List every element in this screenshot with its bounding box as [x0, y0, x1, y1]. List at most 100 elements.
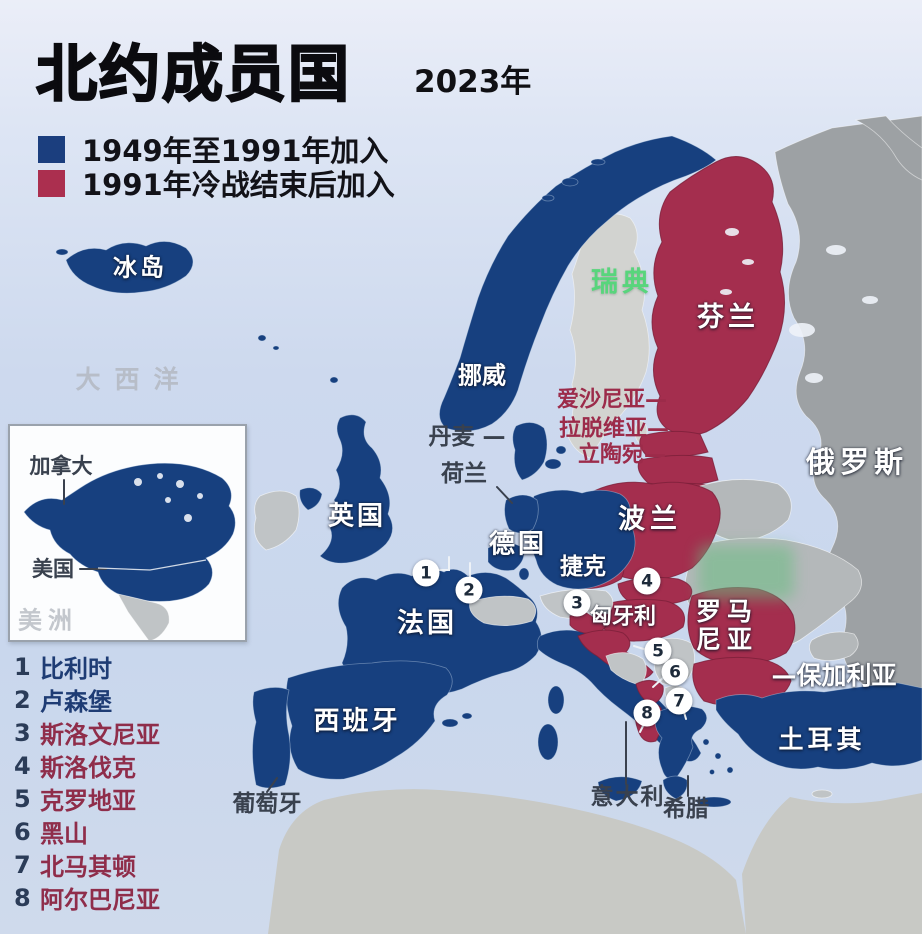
list-name: 克罗地亚 [40, 787, 136, 815]
label-poland: 波兰 [618, 503, 682, 535]
marker-7-north-macedonia: 7 [665, 687, 693, 715]
region-mexico [117, 593, 170, 642]
label-italy: 意大利 [590, 783, 666, 810]
list-num: 2 [14, 685, 31, 714]
label-estonia: 爱沙尼亚— [556, 387, 668, 413]
north-america-map [23, 462, 236, 642]
list-item-croatia: 5 克罗地亚 [14, 782, 160, 816]
marker-6-montenegro: 6 [661, 658, 689, 686]
list-item-slovakia: 4 斯洛伐克 [14, 749, 160, 783]
label-iceland: 冰岛 [113, 253, 167, 282]
list-name: 卢森堡 [40, 688, 112, 716]
region-north-africa [268, 789, 746, 934]
region-sardinia [537, 723, 559, 761]
country-greece [654, 705, 708, 780]
north-america-inset: 加拿大 美国 美洲 [8, 424, 247, 642]
list-name: 阿尔巴尼亚 [40, 886, 160, 914]
country-bosnia [605, 652, 647, 686]
label-uk: 英国 [327, 501, 387, 532]
marker-4-slovakia: 4 [633, 567, 661, 595]
label-latvia: 拉脱维亚— [558, 416, 670, 442]
label-russia: 俄罗斯 [805, 444, 909, 479]
list-name: 黑山 [40, 820, 88, 848]
label-norway: 挪威 [458, 361, 506, 390]
country-switzerland [469, 595, 537, 626]
region-cyprus [811, 789, 833, 799]
list-num: 7 [14, 850, 31, 879]
label-germany: 德国 [488, 529, 548, 560]
country-germany [530, 489, 636, 590]
country-uk [319, 414, 393, 564]
label-netherlands: 荷兰 [441, 460, 487, 487]
legend-swatch-red [38, 169, 65, 197]
label-romania-line2: 尼亚 [695, 624, 759, 654]
list-num: 3 [14, 718, 31, 747]
country-portugal [252, 687, 291, 789]
country-belgium [487, 542, 525, 572]
list-item-slovenia: 3 斯洛文尼亚 [14, 716, 160, 750]
label-hungary: 匈牙利 [589, 604, 657, 630]
legend-label-1949: 1949年至1991年加入 [82, 134, 389, 168]
list-item-montenegro: 6 黑山 [14, 815, 160, 849]
region-crete [696, 796, 732, 808]
label-greece: 希腊 [663, 795, 709, 822]
list-item-luxembourg: 2 卢森堡 [14, 683, 160, 717]
label-atlantic-ocean: 大西洋 [75, 364, 193, 394]
list-name: 北马其顿 [40, 853, 136, 881]
region-middle-east [742, 793, 922, 934]
legend-label-1991: 1991年冷战结束后加入 [82, 168, 395, 202]
page-title: 北约成员国 [35, 38, 352, 111]
list-name: 比利时 [40, 655, 112, 683]
region-northern-ireland [299, 487, 323, 511]
country-netherlands [504, 494, 539, 534]
marker-8-albania: 8 [633, 699, 661, 727]
region-sicily [597, 776, 643, 802]
list-num: 8 [14, 883, 31, 912]
list-item-north-macedonia: 7 北马其顿 [14, 848, 160, 882]
list-name: 斯洛伐克 [40, 754, 136, 782]
list-num: 5 [14, 784, 31, 813]
blurred-green-label [698, 545, 794, 599]
label-czech: 捷克 [560, 553, 606, 580]
country-spain [285, 660, 453, 780]
label-finland: 芬兰 [697, 301, 759, 333]
list-name: 斯洛文尼亚 [40, 721, 160, 749]
country-denmark [512, 422, 548, 481]
legend-swatch-blue [38, 135, 65, 163]
country-ireland [253, 490, 300, 551]
label-sweden: 瑞典 [591, 266, 653, 298]
country-luxembourg [518, 567, 530, 581]
marker-3-slovenia: 3 [563, 589, 591, 617]
region-north-america [23, 462, 236, 602]
label-canada: 加拿大 [29, 453, 93, 478]
region-corsica [547, 685, 565, 715]
label-romania-line1: 罗马 [695, 596, 759, 626]
label-usa: 美国 [32, 556, 74, 581]
list-item-albania: 8 阿尔巴尼亚 [14, 881, 160, 915]
list-num: 4 [14, 751, 31, 780]
country-finland [651, 156, 786, 436]
marker-2-luxembourg: 2 [455, 576, 483, 604]
legend-row-1991: 1991年冷战结束后加入 [38, 166, 395, 202]
region-crimea [809, 631, 859, 661]
label-bulgaria: —保加利亚 [771, 660, 897, 690]
country-norway [439, 135, 717, 432]
novaya-zemlya [854, 115, 922, 181]
label-portugal: 葡萄牙 [232, 790, 302, 817]
legend-row-1949: 1949年至1991年加入 [38, 132, 395, 168]
label-france: 法国 [397, 607, 457, 639]
country-montenegro [635, 680, 664, 706]
legend: 1949年至1991年加入 1991年冷战结束后加入 [38, 132, 395, 202]
year-label: 2023年 [414, 64, 532, 100]
list-item-belgium: 1 比利时 [14, 650, 160, 684]
label-denmark: 丹麦 — [428, 423, 506, 450]
label-lithuania: 立陶宛— [577, 442, 667, 468]
label-spain: 西班牙 [313, 706, 401, 737]
numbered-country-list: 1 比利时 2 卢森堡 3 斯洛文尼亚 4 斯洛伐克 5 克罗地亚 6 黑山 7… [14, 650, 160, 915]
marker-1-belgium: 1 [412, 559, 440, 587]
country-iceland [65, 241, 194, 294]
label-americas: 美洲 [18, 606, 78, 635]
list-num: 6 [14, 817, 31, 846]
